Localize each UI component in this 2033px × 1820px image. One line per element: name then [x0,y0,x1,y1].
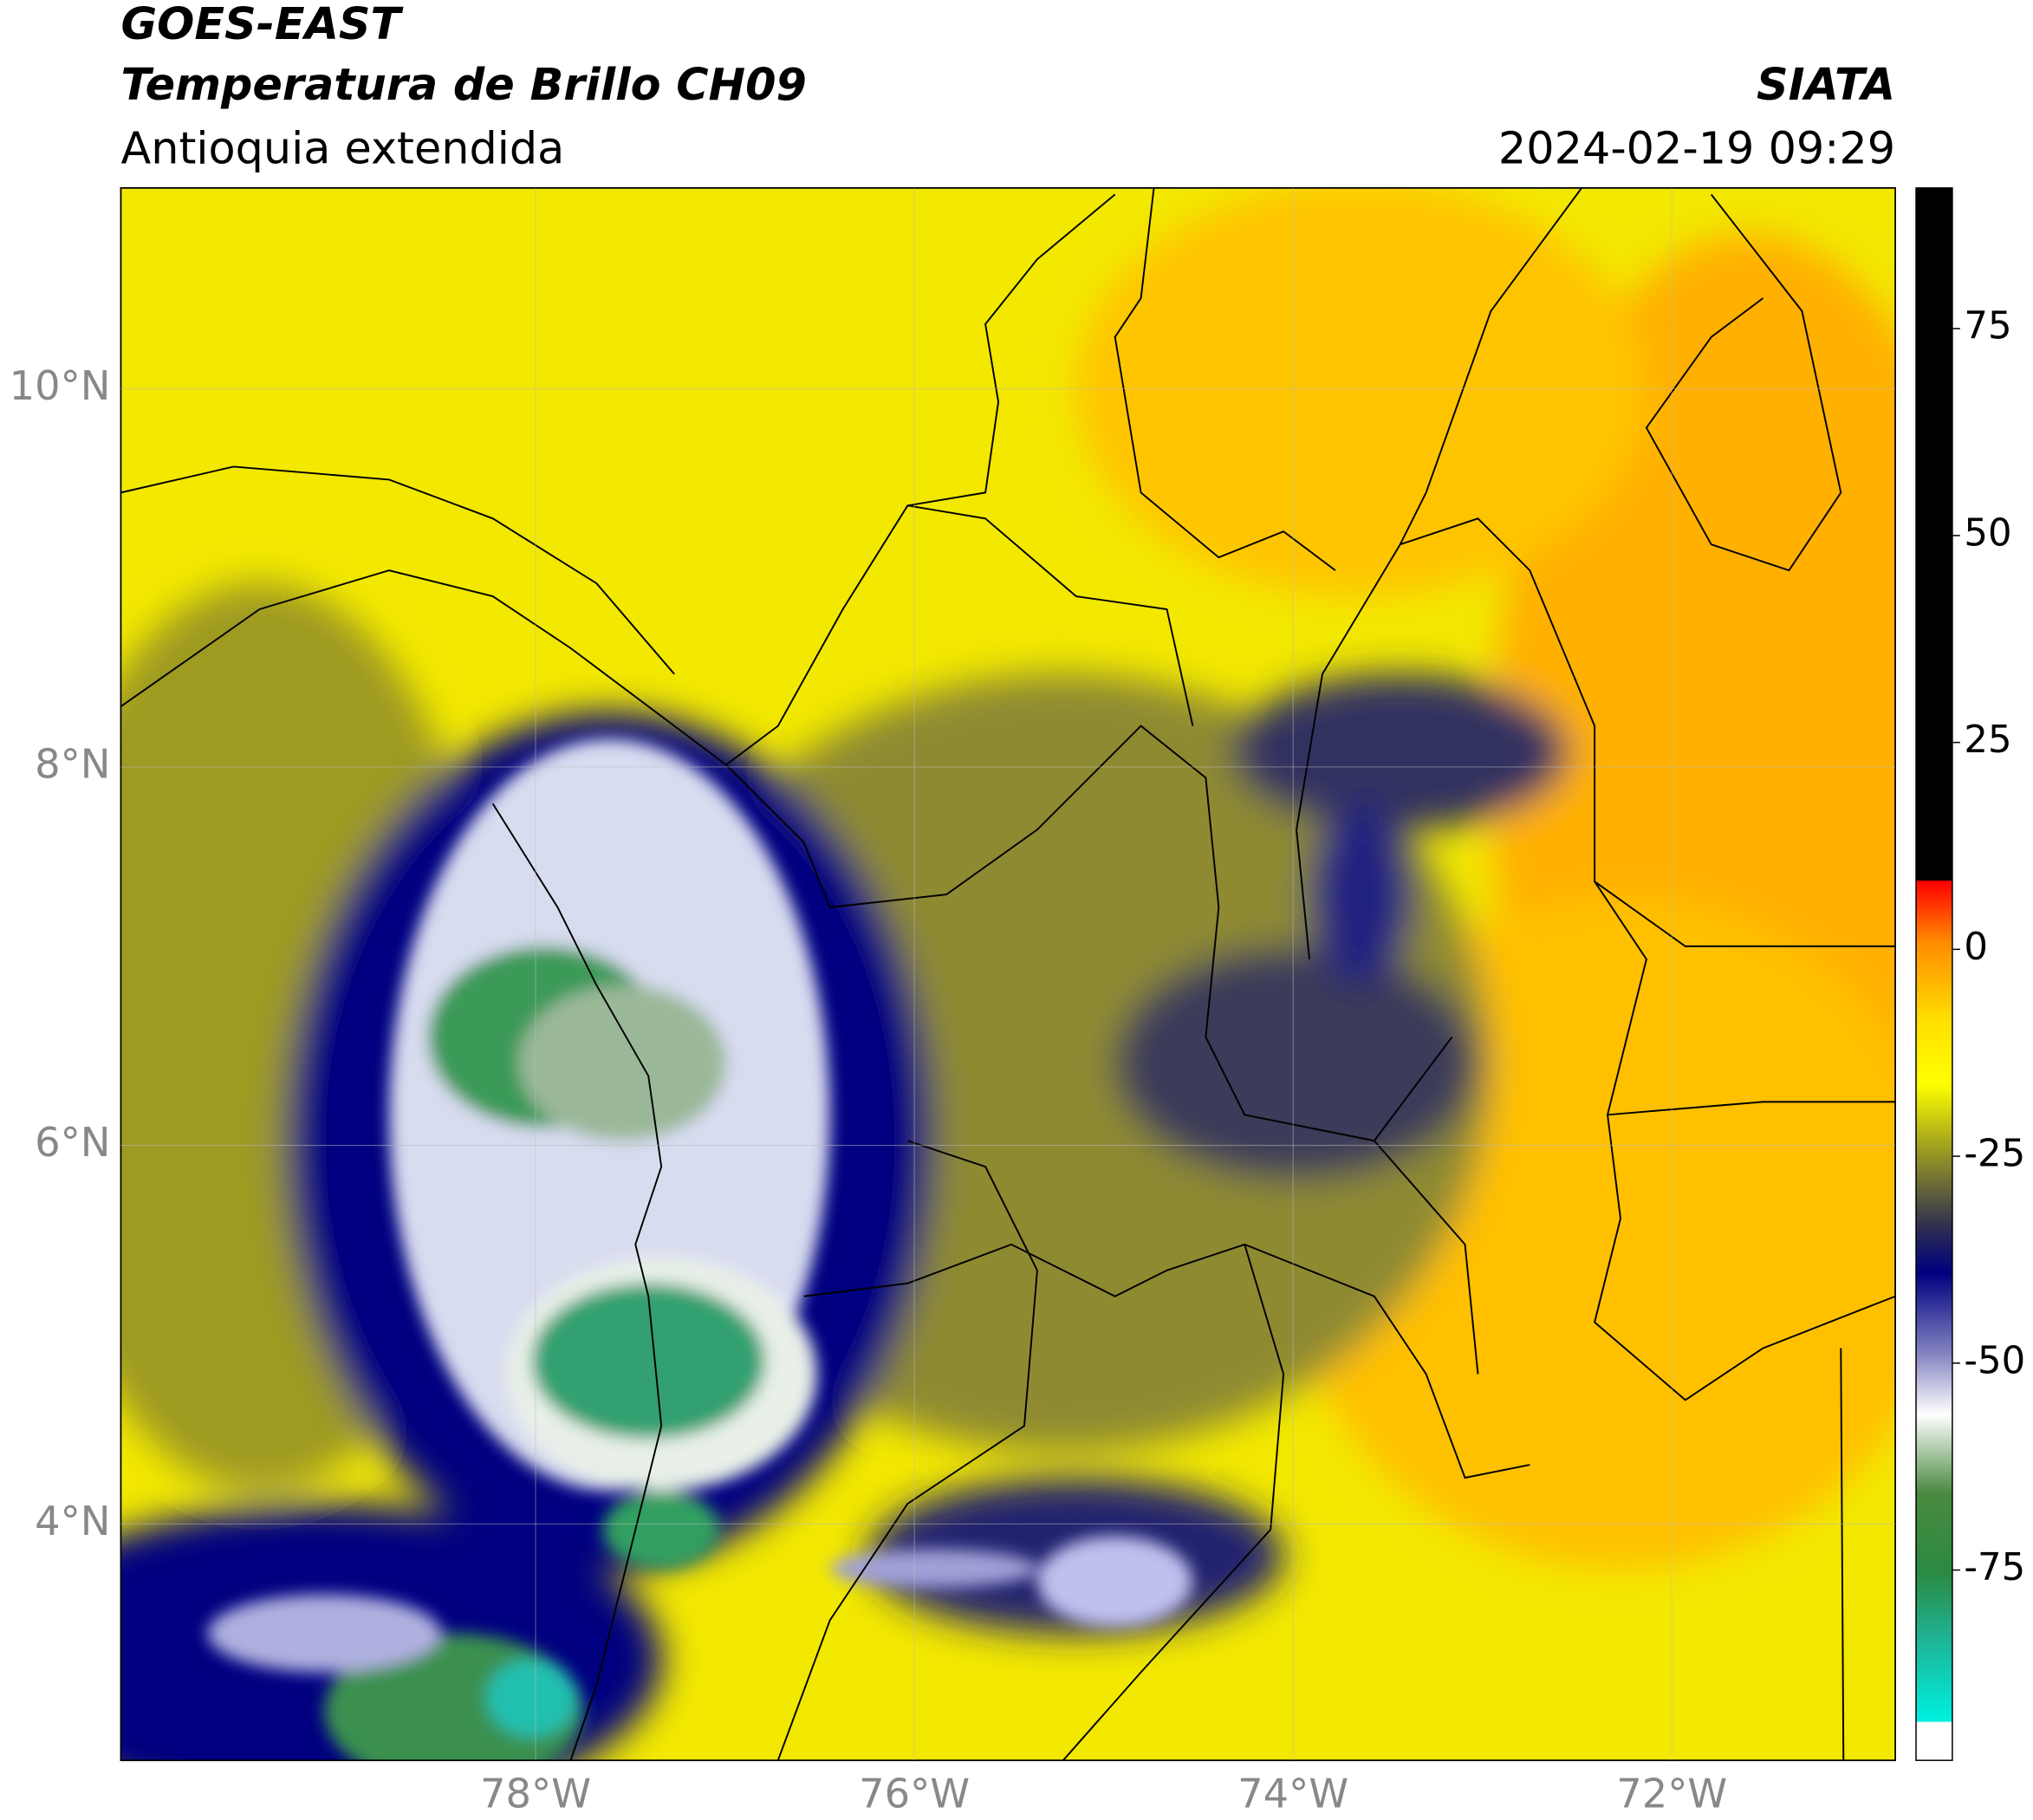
y-tick-label: 6°N [35,1119,110,1166]
colorbar [1915,187,1953,1761]
x-tick-label: 72°W [1616,1771,1727,1817]
x-tick-label: 78°W [480,1771,591,1817]
map-frame [120,186,1896,1762]
subtitle: Temperatura de Brillo CH09 [120,59,806,110]
datetime: 2024-02-19 09:29 [1498,122,1895,173]
x-tick-label: 76°W [859,1771,970,1817]
agency: SIATA [1757,59,1895,110]
colorbar-tick-label: 75 [1964,305,2011,348]
colorbar-tick-label: -25 [1964,1133,2025,1176]
title: GOES-EAST [120,0,404,49]
y-tick-label: 4°N [35,1498,110,1544]
y-tick-label: 10°N [10,362,111,409]
satellite-image [120,187,1896,1761]
colorbar-tick-label: -75 [1964,1546,2025,1589]
x-tick-label: 74°W [1237,1771,1348,1817]
region: Antioquia extendida [120,122,564,173]
colorbar-tick-label: -50 [1964,1339,2025,1382]
colorbar-tick-label: 50 [1964,511,2011,555]
colorbar-tick-label: 0 [1964,926,1988,969]
y-tick-label: 8°N [35,740,110,787]
colorbar-tick-label: 25 [1964,718,2011,762]
